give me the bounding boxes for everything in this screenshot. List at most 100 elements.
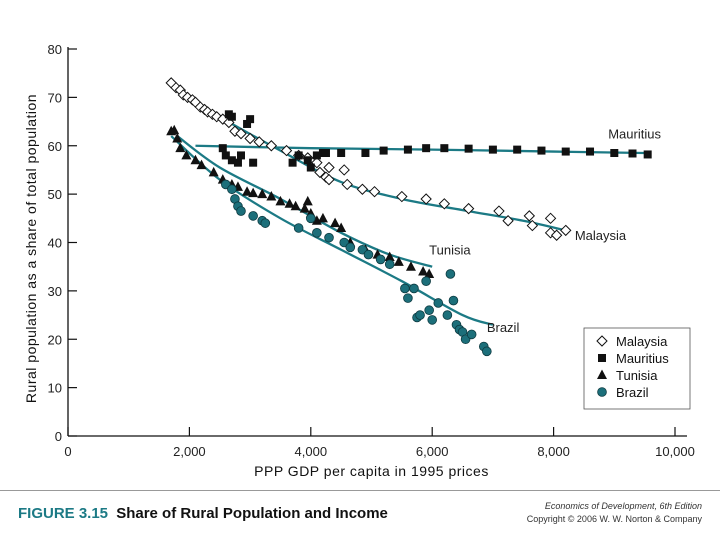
point-mauritius — [243, 119, 252, 128]
point-tunisia — [393, 256, 404, 266]
point-brazil — [409, 283, 419, 294]
point-tunisia — [242, 186, 253, 196]
copyright-text: Copyright © 2006 W. W. Norton & Company — [526, 514, 702, 524]
point-tunisia — [424, 268, 435, 278]
point-mauritius — [294, 151, 303, 160]
point-mauritius — [312, 151, 321, 160]
point-malaysia — [280, 144, 293, 157]
point-mauritius — [249, 158, 258, 167]
point-tunisia — [190, 154, 201, 165]
point-malaysia — [420, 193, 432, 205]
point-mauritius — [303, 156, 312, 165]
point-malaysia — [244, 132, 256, 145]
series-labels: Malaysia Mauritius Tunisia Brazil — [429, 126, 661, 335]
x-tick-label: 2,000 — [173, 444, 206, 459]
book-credit: Economics of Development, 6th Edition Co… — [527, 500, 702, 526]
x-tick-label: 8,000 — [537, 444, 570, 459]
point-brazil — [448, 295, 459, 306]
legend-label-malaysia: Malaysia — [616, 334, 668, 349]
point-tunisia — [405, 261, 416, 271]
point-brazil — [375, 254, 386, 265]
point-tunisia — [175, 142, 186, 153]
point-mauritius — [422, 144, 431, 153]
figure-title: Share of Rural Population and Income — [116, 505, 388, 522]
trend-line-mauritius — [195, 144, 645, 155]
point-malaysia — [523, 210, 536, 222]
legend-label-brazil: Brazil — [616, 385, 649, 400]
point-malaysia — [438, 198, 451, 210]
point-brazil — [227, 184, 237, 195]
trend-line-brazil — [170, 135, 494, 326]
point-brazil — [345, 242, 356, 253]
legend-marker-malaysia — [596, 335, 608, 347]
point-tunisia — [248, 187, 259, 198]
point-tunisia — [330, 217, 341, 228]
series-label-tunisia: Tunisia — [429, 243, 471, 258]
point-malaysia — [544, 212, 557, 225]
point-tunisia — [302, 195, 313, 206]
point-brazil — [442, 310, 453, 320]
figure-caption: FIGURE 3.15 Share of Rural Population an… — [18, 505, 388, 522]
point-malaysia — [502, 215, 514, 227]
point-malaysia — [341, 178, 353, 191]
point-tunisia — [290, 200, 301, 211]
point-mauritius — [561, 147, 570, 156]
x-tick-label: 4,000 — [295, 444, 328, 459]
point-brazil — [466, 329, 477, 340]
y-tick-label: 30 — [48, 284, 62, 299]
point-mauritius — [233, 158, 242, 167]
point-malaysia — [550, 229, 563, 241]
point-brazil — [433, 298, 444, 308]
series-label-mauritius: Mauritius — [608, 126, 661, 141]
point-malaysia — [462, 202, 475, 215]
legend-marker-tunisia — [597, 369, 607, 379]
point-malaysia — [323, 161, 335, 174]
point-mauritius — [321, 149, 330, 158]
figure-number: FIGURE 3.15 — [18, 505, 109, 522]
x-tick-label: 0 — [64, 444, 71, 459]
point-malaysia — [314, 166, 326, 179]
y-tick-label: 40 — [48, 236, 62, 251]
x-tick-label: 10,000 — [655, 444, 695, 459]
point-mauritius — [488, 145, 497, 154]
point-brazil — [482, 346, 492, 357]
point-tunisia — [299, 203, 310, 213]
y-tick-label: 20 — [48, 332, 62, 347]
point-mauritius — [236, 151, 245, 160]
point-mauritius — [227, 112, 236, 121]
point-tunisia — [275, 195, 286, 206]
point-malaysia — [338, 164, 350, 176]
point-mauritius — [628, 149, 637, 158]
legend-marker-brazil — [597, 387, 607, 397]
point-mauritius — [440, 144, 449, 153]
series-label-brazil: Brazil — [487, 320, 520, 335]
footer-divider — [0, 490, 720, 491]
point-tunisia — [311, 215, 322, 225]
point-brazil — [236, 206, 246, 216]
point-tunisia — [181, 149, 192, 160]
point-brazil — [312, 228, 322, 238]
point-malaysia — [526, 219, 539, 232]
point-tunisia — [257, 188, 268, 199]
point-mauritius — [227, 156, 236, 165]
point-brazil — [421, 276, 431, 287]
point-mauritius — [288, 158, 297, 167]
y-tick-label: 60 — [48, 139, 62, 154]
legend-label-mauritius: Mauritius — [616, 351, 669, 366]
point-tunisia — [208, 166, 219, 177]
point-mauritius — [221, 151, 230, 160]
axes: 0 10 20 30 40 50 60 70 80 0 2,000 4,000 6,000 8,000 10… — [23, 42, 695, 479]
point-brazil — [445, 269, 456, 279]
point-malaysia — [265, 140, 278, 152]
point-tunisia — [169, 124, 180, 135]
point-malaysia — [323, 173, 335, 186]
point-malaysia — [253, 136, 265, 148]
point-mauritius — [218, 144, 227, 153]
point-mauritius — [379, 146, 388, 155]
y-tick-label: 50 — [48, 187, 62, 202]
point-mauritius — [464, 144, 473, 153]
point-mauritius — [586, 147, 595, 156]
point-mauritius — [610, 149, 619, 158]
book-title: Economics of Development, 6th Edition — [544, 501, 702, 511]
